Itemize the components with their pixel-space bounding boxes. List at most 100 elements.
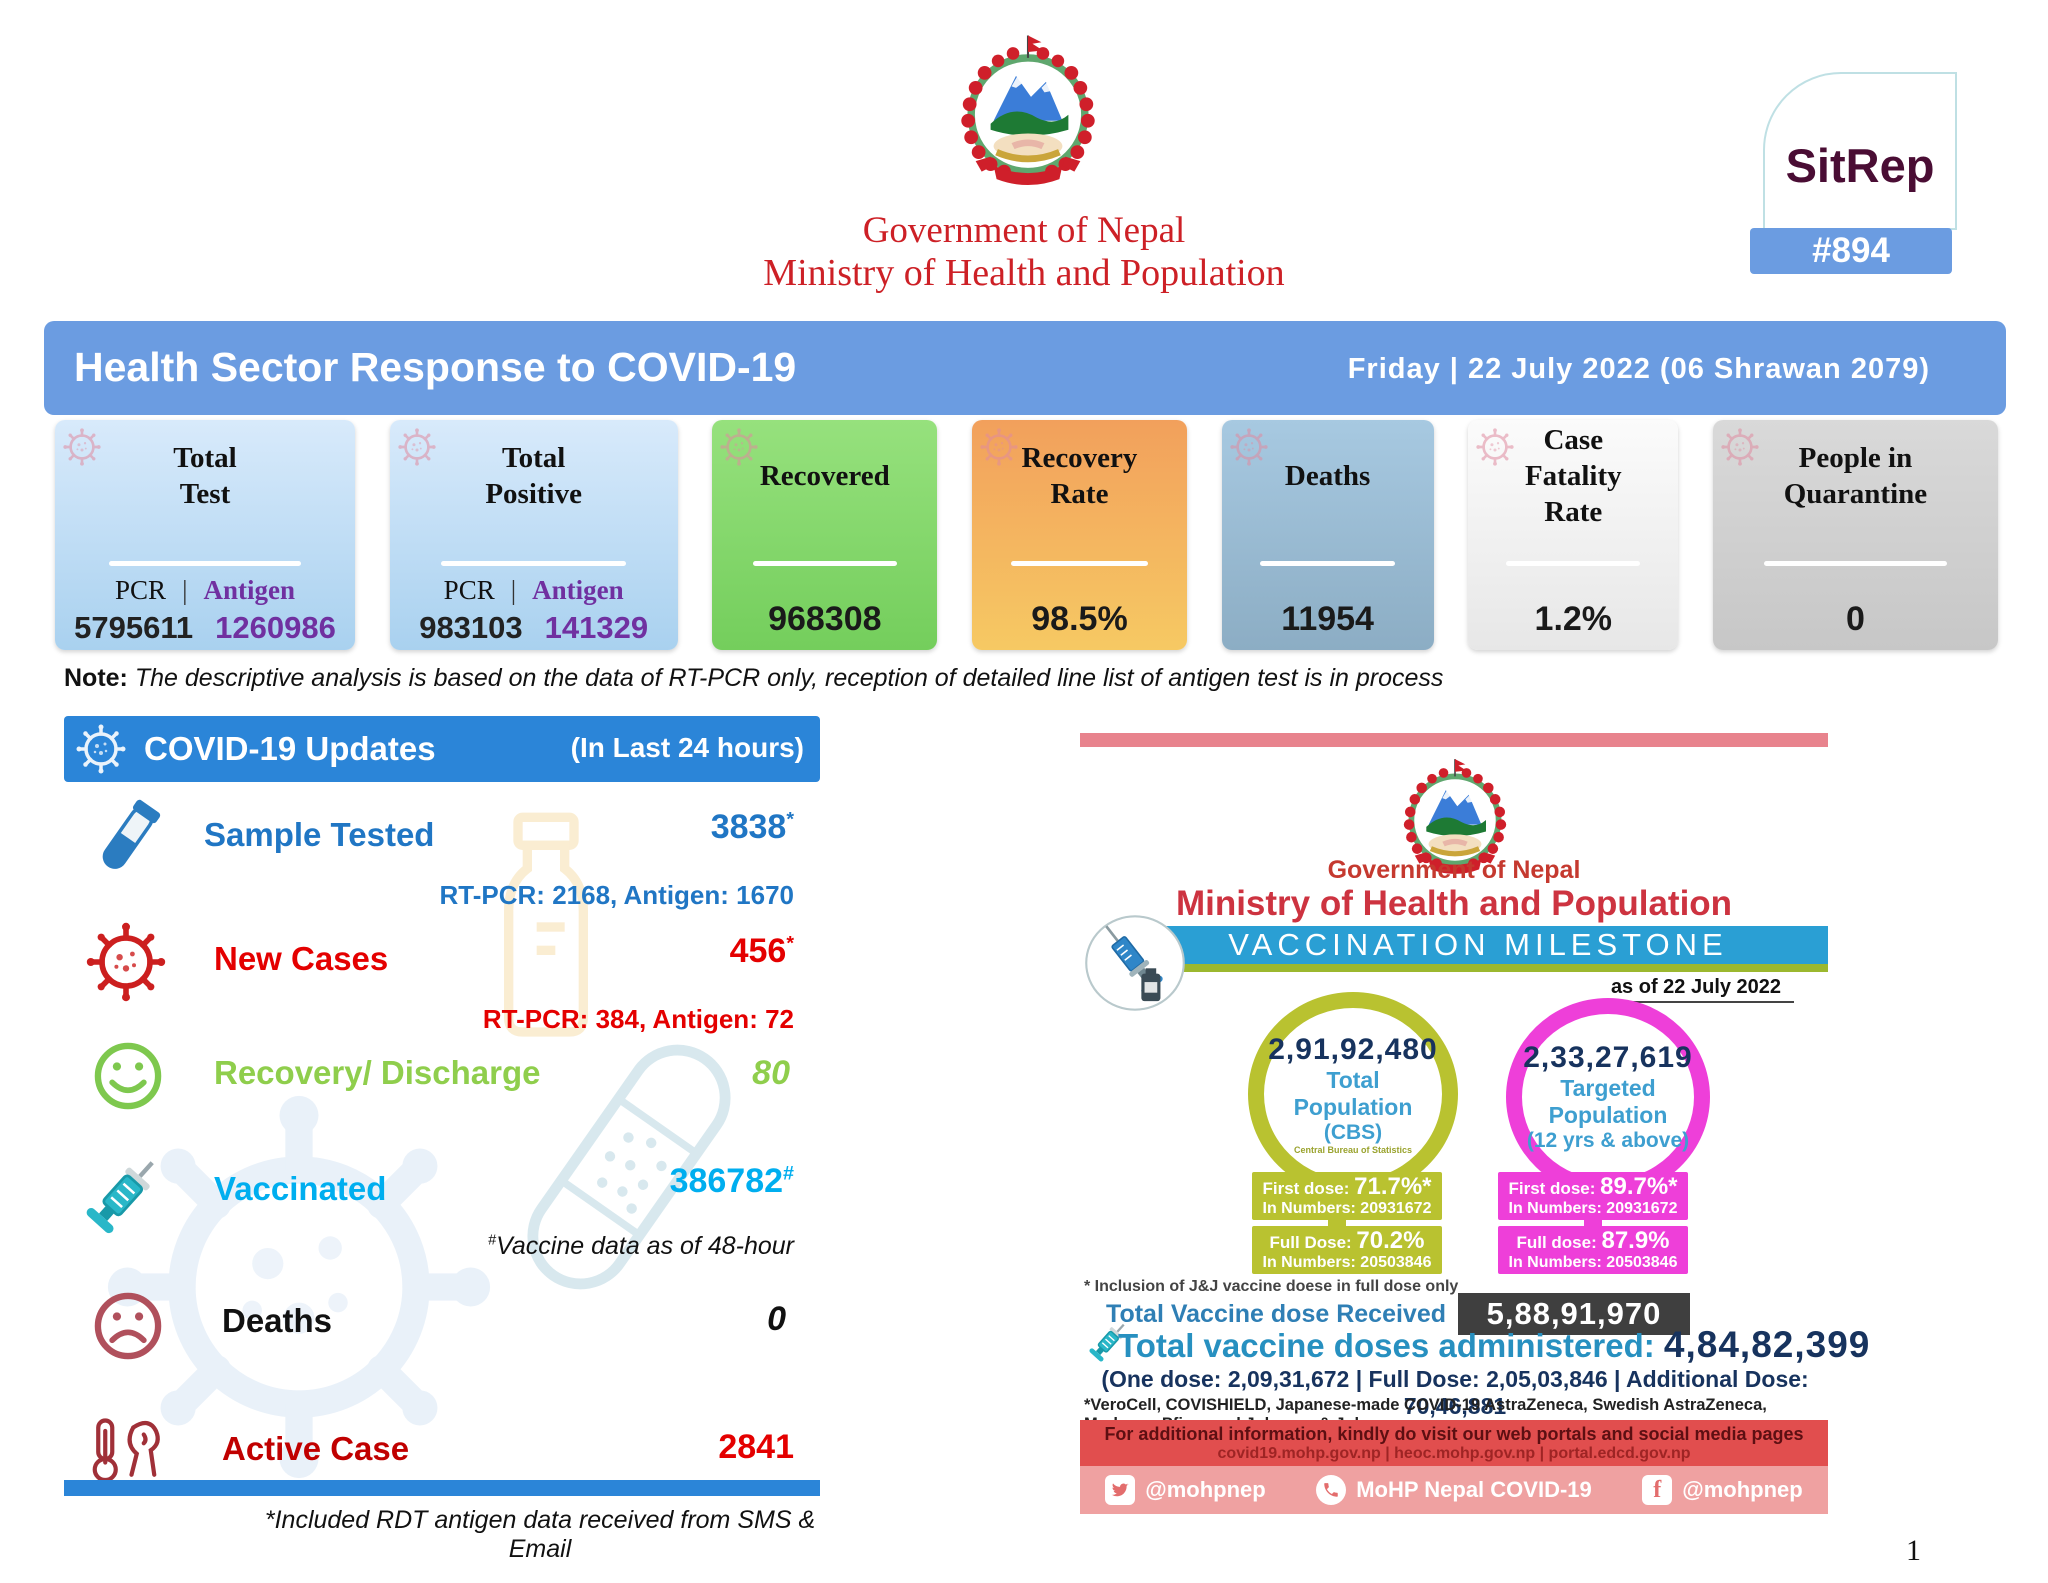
dose-breakdown: (One dose: 2,09,31,672 | Full Dose: 2,05… bbox=[1101, 1366, 1809, 1419]
vaccination-gov-line1: Government of Nepal bbox=[1327, 856, 1581, 884]
sample-tested-value: 3838* bbox=[710, 808, 794, 846]
stat-card-title: Recovered bbox=[759, 460, 890, 492]
divider bbox=[1259, 561, 1396, 566]
stat-card-title: People in Quarantine bbox=[1783, 442, 1928, 510]
divider bbox=[1010, 561, 1149, 566]
total-population-source: Central Bureau of Statistics bbox=[1293, 1145, 1413, 1155]
syringe-vial-icon bbox=[1082, 910, 1188, 1016]
targeted-full-dose-box: Full dose: 87.9% In Numbers: 20503846 bbox=[1498, 1226, 1688, 1274]
covid-updates-title: COVID-19 Updates bbox=[144, 730, 436, 767]
sitrep-number: #894 bbox=[1750, 228, 1952, 274]
facebook-icon: f bbox=[1642, 1475, 1673, 1505]
doses-administered-line: Total vaccine doses administered: 4,84,8… bbox=[1118, 1324, 1869, 1366]
stat-card-value: 11954 bbox=[1281, 600, 1374, 638]
vaccinated-value: 386782# bbox=[669, 1162, 794, 1200]
deaths-value: 0 bbox=[767, 1300, 786, 1338]
active-case-value: 2841 bbox=[718, 1428, 794, 1466]
stat-card-value: 98.5% bbox=[1031, 600, 1128, 638]
stat-card-value: 968308 bbox=[768, 600, 882, 638]
new-cases-label: New Cases bbox=[214, 940, 389, 977]
test-values: 983103 141329 bbox=[390, 610, 678, 646]
test-tube-icon bbox=[86, 796, 170, 880]
summary-cards-row: Total Test PCR | Antigen 5795611 1260986… bbox=[55, 420, 1998, 650]
nepal-emblem-icon bbox=[952, 34, 1104, 206]
phone-icon bbox=[1316, 1475, 1347, 1505]
vaccinated-label: Vaccinated bbox=[214, 1170, 387, 1207]
stat-card-title: Recovery Rate bbox=[1021, 442, 1138, 510]
test-type-labels: PCR | Antigen bbox=[390, 575, 678, 606]
main-title-banner: Health Sector Response to COVID-19 Frida… bbox=[44, 321, 2006, 415]
virus-decoration-icon bbox=[720, 428, 758, 466]
info-footer-bar: For additional information, kindly do vi… bbox=[1080, 1420, 1828, 1466]
virus-decoration-icon bbox=[1721, 428, 1759, 466]
stat-card-people-in-quarantine: People in Quarantine 0 bbox=[1712, 420, 1998, 650]
vaccination-top-bar bbox=[1080, 733, 1828, 747]
stat-card-title: Total Test bbox=[173, 442, 237, 510]
doses-administered-value: 4,84,82,399 bbox=[1663, 1324, 1871, 1365]
doses-administered-label: Total vaccine doses administered: bbox=[1118, 1327, 1664, 1364]
virus-decoration-icon bbox=[63, 428, 101, 466]
divider bbox=[109, 561, 301, 566]
stat-card-recovered: Recovered 968308 bbox=[712, 420, 938, 650]
ministry-text: Ministry of Health and Population bbox=[763, 252, 1285, 294]
stat-card-recovery-rate: Recovery Rate 98.5% bbox=[971, 420, 1187, 650]
new-cases-value: 456* bbox=[729, 932, 794, 970]
sample-tested-detail: RT-PCR: 2168, Antigen: 1670 bbox=[439, 880, 794, 910]
sad-face-icon bbox=[90, 1288, 166, 1364]
virus-icon bbox=[76, 724, 126, 774]
active-case-label: Active Case bbox=[222, 1430, 410, 1467]
vaccine-received-value: 5,88,91,970 bbox=[1458, 1293, 1690, 1335]
stat-card-deaths: Deaths 11954 bbox=[1221, 420, 1434, 650]
stat-card-value: 0 bbox=[1845, 600, 1865, 638]
facebook-handle[interactable]: f @mohpnep bbox=[1642, 1475, 1803, 1505]
virus-decoration-icon bbox=[1230, 428, 1268, 466]
as-of-date: as of 22 July 2022 bbox=[1598, 976, 1794, 1003]
virus-decoration-icon bbox=[1476, 428, 1514, 466]
test-values: 5795611 1260986 bbox=[55, 610, 355, 646]
pcr-label: PCR bbox=[443, 575, 495, 605]
viber-label: MoHP Nepal COVID-19 bbox=[1356, 1477, 1592, 1502]
total-population-value: 2,91,92,480 bbox=[1268, 1033, 1438, 1066]
antigen-label: Antigen bbox=[203, 575, 295, 605]
total-population-sublabel: (CBS) bbox=[1323, 1121, 1383, 1144]
recovery-discharge-value: 80 bbox=[752, 1054, 790, 1092]
total-population-circle: 2,91,92,480 Total Population (CBS) Centr… bbox=[1248, 992, 1458, 1196]
stat-card-title: Total Positive bbox=[485, 442, 582, 510]
antigen-value: 1260986 bbox=[215, 610, 336, 645]
antigen-value: 141329 bbox=[544, 610, 649, 645]
page-number: 1 bbox=[1906, 1534, 1921, 1567]
stat-card-total-positive: Total Positive PCR | Antigen 983103 1413… bbox=[389, 420, 678, 650]
separator: | bbox=[182, 575, 188, 605]
stat-card-value: 1.2% bbox=[1534, 600, 1613, 638]
note-text: The descriptive analysis is based on the… bbox=[127, 664, 1444, 692]
twitter-handle[interactable]: @mohpnep bbox=[1105, 1475, 1266, 1505]
targeted-population-label: Targeted Population bbox=[1548, 1075, 1668, 1128]
vaccination-milestone-banner: VACCINATION MILESTONE bbox=[1128, 926, 1828, 964]
total-first-dose-box: First dose: 71.7%* In Numbers: 20931672 bbox=[1252, 1172, 1442, 1220]
virus-decoration-icon bbox=[398, 428, 436, 466]
footer-portal-links[interactable]: covid19.mohp.gov.np | heoc.mohp.gov.np |… bbox=[1217, 1445, 1691, 1462]
pcr-value: 983103 bbox=[419, 610, 523, 645]
twitter-icon bbox=[1105, 1475, 1136, 1505]
viber-community[interactable]: MoHP Nepal COVID-19 bbox=[1316, 1475, 1592, 1505]
note-line: Note: The descriptive analysis is based … bbox=[64, 664, 1443, 693]
jj-vaccine-note: * Inclusion of J&J vaccine doese in full… bbox=[1084, 1278, 1459, 1295]
banner-green-strip bbox=[1128, 964, 1828, 972]
pcr-label: PCR bbox=[115, 575, 167, 605]
divider bbox=[1506, 561, 1641, 566]
test-type-labels: PCR | Antigen bbox=[55, 575, 355, 606]
total-full-dose-box: Full Dose: 70.2% In Numbers: 20503846 bbox=[1252, 1226, 1442, 1274]
government-of-nepal-text: Government of Nepal bbox=[862, 210, 1186, 251]
total-population-label: Total Population bbox=[1293, 1067, 1413, 1120]
updates-bottom-bar bbox=[64, 1480, 820, 1496]
footer-info-line: For additional information, kindly do vi… bbox=[1104, 1424, 1804, 1444]
smiley-icon bbox=[90, 1038, 166, 1114]
divider bbox=[752, 561, 897, 566]
vaccine-received-label: Total Vaccine dose Received bbox=[1106, 1300, 1446, 1328]
divider bbox=[441, 561, 626, 566]
pcr-value: 5795611 bbox=[74, 610, 194, 645]
social-footer-bar: @mohpnep MoHP Nepal COVID-19 f @mohpnep bbox=[1080, 1466, 1828, 1514]
syringe-icon bbox=[80, 1150, 168, 1238]
antigen-label: Antigen bbox=[532, 575, 624, 605]
